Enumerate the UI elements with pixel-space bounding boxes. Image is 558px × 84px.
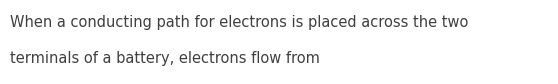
Text: When a conducting path for electrons is placed across the two: When a conducting path for electrons is … bbox=[10, 15, 468, 29]
Text: terminals of a battery, electrons flow from: terminals of a battery, electrons flow f… bbox=[10, 50, 320, 66]
